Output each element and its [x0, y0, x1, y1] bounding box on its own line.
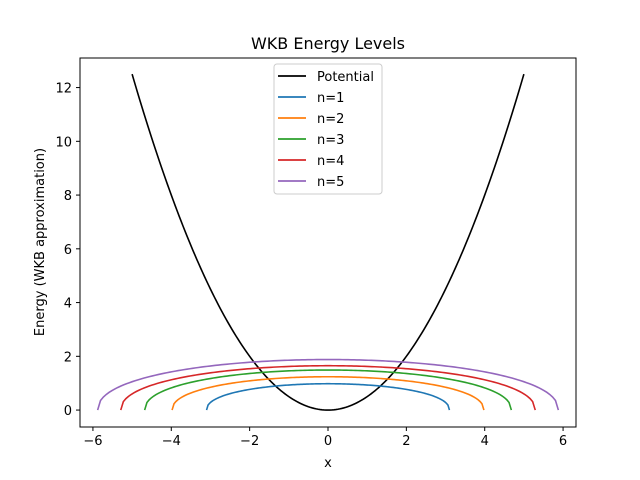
legend-label: n=5 [317, 175, 344, 190]
series-line-n=1 [205, 382, 451, 411]
y-tick-label: 6 [64, 243, 72, 258]
plot-lines [96, 73, 560, 411]
potential-line [131, 73, 525, 411]
legend-label: n=2 [317, 112, 344, 127]
series-line-n=2 [171, 375, 485, 411]
legend-label: n=4 [317, 154, 344, 169]
x-axis-label: x [324, 456, 332, 471]
y-tick-label: 12 [55, 82, 72, 97]
x-axis-ticks: −6 −4 −2 0 2 4 6 [83, 427, 567, 449]
series-line-n=3 [143, 369, 513, 411]
y-axis-ticks: 0 2 4 6 8 10 12 [55, 82, 80, 419]
y-axis-label: Energy (WKB approximation) [33, 148, 48, 336]
series-line-n=4 [119, 364, 537, 411]
x-tick-label: −6 [83, 434, 102, 449]
y-tick-label: 0 [64, 404, 72, 419]
legend-label: n=3 [317, 133, 344, 148]
legend-label: Potential [317, 70, 374, 85]
y-tick-label: 4 [64, 297, 72, 312]
y-tick-label: 8 [64, 189, 72, 204]
x-tick-label: 2 [402, 434, 410, 449]
y-tick-label: 10 [55, 135, 72, 150]
x-tick-label: −4 [162, 434, 181, 449]
y-tick-label: 2 [64, 350, 72, 365]
x-tick-label: 6 [559, 434, 567, 449]
series-line-n=5 [96, 358, 560, 411]
x-tick-label: 0 [324, 434, 332, 449]
x-tick-label: 4 [481, 434, 489, 449]
x-tick-label: −2 [240, 434, 259, 449]
legend-label: n=1 [317, 91, 344, 106]
legend: Potential n=1 n=2 n=3 n=4 n=5 [273, 63, 383, 195]
chart-title: WKB Energy Levels [251, 34, 405, 53]
